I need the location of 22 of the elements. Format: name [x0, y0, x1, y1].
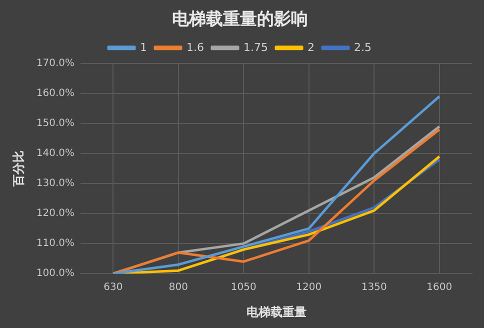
- legend-label: 2.5: [354, 40, 372, 54]
- y-tick-label: 100.0%: [36, 268, 75, 280]
- x-tick-label: 1350: [361, 282, 387, 294]
- x-tick-label: 1050: [230, 282, 256, 294]
- x-tick-label: 800: [168, 282, 188, 294]
- legend-label: 1: [140, 40, 148, 54]
- y-tick-label: 140.0%: [36, 148, 75, 160]
- x-tick-label: 1200: [296, 282, 322, 294]
- y-tick-label: 110.0%: [36, 238, 75, 250]
- y-tick-label: 120.0%: [36, 208, 75, 220]
- y-tick-label: 150.0%: [36, 118, 75, 130]
- legend-label: 1.6: [186, 40, 204, 54]
- y-tick-label: 130.0%: [36, 178, 75, 190]
- legend-label: 2: [307, 40, 314, 54]
- x-tick-label: 1600: [426, 282, 452, 294]
- x-tick-label: 630: [104, 282, 123, 294]
- y-tick-label: 170.0%: [36, 58, 75, 69]
- chart-title: 电梯载重量的影响: [172, 10, 308, 30]
- y-tick-label: 160.0%: [36, 88, 75, 100]
- x-axis-title: 电梯载重量: [246, 304, 306, 319]
- legend-label: 1.75: [244, 40, 268, 54]
- y-axis-title: 百分比: [11, 150, 26, 188]
